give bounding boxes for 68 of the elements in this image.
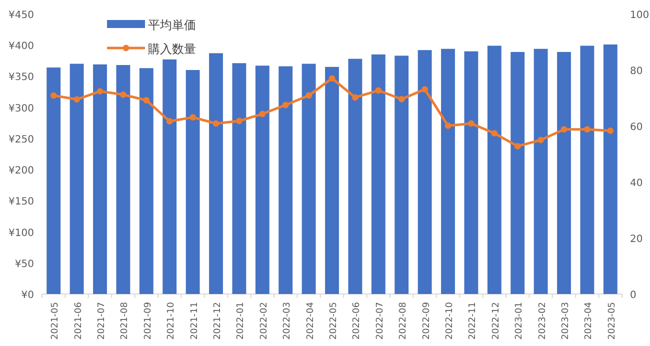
point xyxy=(352,94,358,101)
y2-tick-label: 20 xyxy=(630,234,643,245)
x-tick-label: 2023-05 xyxy=(607,302,618,340)
point xyxy=(422,86,428,93)
x-tick-label: 2021-09 xyxy=(143,302,154,340)
x-tick-label: 2022-12 xyxy=(491,302,502,340)
x-tick-label: 2022-08 xyxy=(398,302,409,340)
point xyxy=(375,87,382,94)
x-tick-label: 2021-06 xyxy=(74,302,84,340)
point xyxy=(328,75,336,82)
point xyxy=(259,110,266,118)
point xyxy=(444,122,452,129)
y-tick-label: ¥400 xyxy=(8,41,34,52)
point xyxy=(166,118,173,124)
x-tick-label: 2022-06 xyxy=(352,302,362,340)
y-tick-label: ¥100 xyxy=(8,228,34,239)
point xyxy=(514,142,521,150)
x-tick-label: 2021-07 xyxy=(97,302,107,340)
x-tick-label: 2022-02 xyxy=(259,302,270,340)
point xyxy=(120,91,126,98)
point xyxy=(584,126,590,133)
point xyxy=(282,102,289,108)
y-tick-label: ¥350 xyxy=(8,72,34,84)
point xyxy=(212,120,220,127)
y2-tick-label: 100 xyxy=(630,10,650,21)
x-tick-label: 2023-04 xyxy=(584,302,594,340)
y-tick-label: ¥50 xyxy=(14,258,34,270)
x-tick-label: 2022-10 xyxy=(445,302,455,340)
x-tick-label: 2023-01 xyxy=(514,302,525,340)
point xyxy=(74,96,80,103)
x-tick-label: 2021-08 xyxy=(120,302,130,340)
x-tick-label: 2021-05 xyxy=(50,302,61,340)
x-tick-label: 2022-01 xyxy=(236,302,246,340)
y2-tick-label: 80 xyxy=(630,66,643,77)
x-tick-label: 2022-07 xyxy=(375,302,386,340)
point xyxy=(143,97,150,104)
y-tick-label: ¥200 xyxy=(8,166,34,177)
point xyxy=(468,120,474,127)
point xyxy=(236,118,242,124)
x-tick-label: 2023-03 xyxy=(561,302,571,340)
x-tick-label: 2023-02 xyxy=(538,302,548,340)
x-tick-label: 2021-11 xyxy=(190,302,200,340)
x-tick-label: 2022-11 xyxy=(468,302,478,340)
x-tick-label: 2022-09 xyxy=(422,302,432,340)
point xyxy=(50,92,57,99)
y-tick-label: ¥300 xyxy=(8,103,34,114)
y2-tick-label: 0 xyxy=(630,290,636,301)
y-tick-label: ¥150 xyxy=(8,196,34,208)
y2-tick-label: 60 xyxy=(630,122,643,133)
point xyxy=(96,88,104,94)
x-tick-label: 2021-12 xyxy=(213,302,223,340)
point xyxy=(538,136,544,144)
x-tick-label: 2022-04 xyxy=(306,302,316,340)
point xyxy=(560,126,568,133)
point xyxy=(491,130,498,136)
x-tick-label: 2021-10 xyxy=(166,302,177,340)
legend-label: 平均単価 xyxy=(148,18,196,32)
y-tick-label: ¥250 xyxy=(8,134,34,146)
y-tick-label: ¥0 xyxy=(21,290,34,301)
y2-tick-label: 40 xyxy=(630,178,643,189)
x-tick-label: 2022-05 xyxy=(329,302,339,340)
point xyxy=(306,92,312,99)
point xyxy=(398,96,405,102)
point xyxy=(607,128,614,134)
x-tick-label: 2022-03 xyxy=(282,302,293,340)
legend-label: 購入数量 xyxy=(148,42,196,56)
y-tick-label: ¥450 xyxy=(8,10,34,21)
point xyxy=(190,114,196,121)
